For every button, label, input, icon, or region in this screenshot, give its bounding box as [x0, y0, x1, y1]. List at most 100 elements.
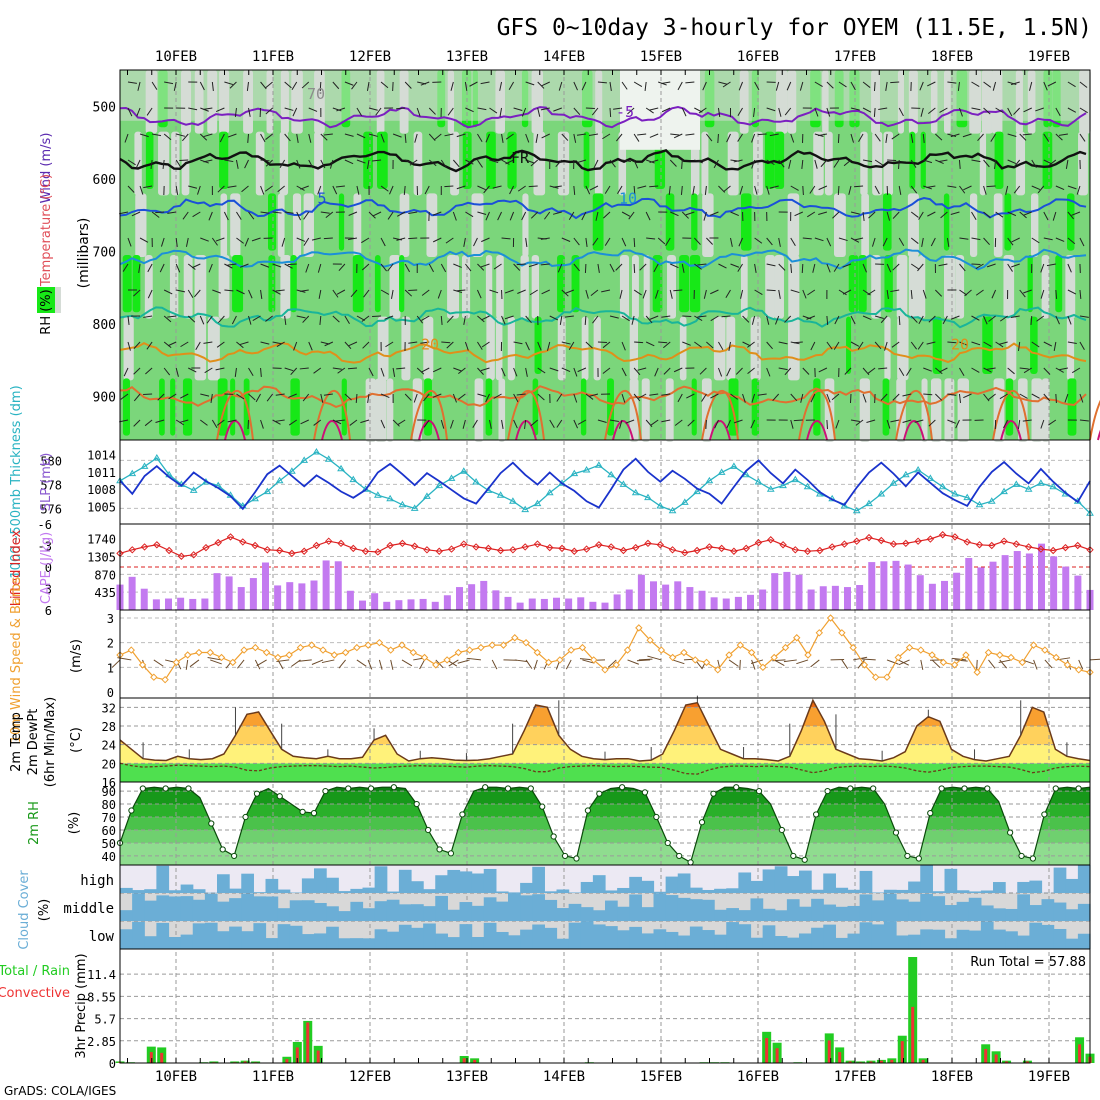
wind-barb [926, 341, 936, 345]
thickness-point [975, 500, 984, 508]
wind-barb [1023, 289, 1032, 294]
cape-bar [1013, 551, 1021, 610]
rh-legend-swatch-dry [55, 287, 61, 313]
wind-barb [633, 289, 642, 296]
wind-barb [975, 289, 984, 296]
wind-barb [721, 315, 731, 318]
wind-barb [361, 263, 370, 271]
wind-barb [235, 159, 239, 169]
cloud-cell [277, 924, 291, 949]
wind-speed-point [262, 648, 271, 657]
wind-barb [335, 185, 345, 188]
wind-barb [661, 419, 671, 423]
wind-barb [1031, 341, 1040, 348]
rh-point [550, 833, 557, 840]
wind-barb [167, 315, 177, 318]
wind-barb [408, 341, 418, 344]
wind-barb [296, 237, 306, 242]
wind-barb-10m [898, 659, 910, 666]
wind-barb [885, 133, 888, 143]
cloud-cell [859, 894, 873, 921]
wind-barb-10m [491, 659, 498, 670]
wind-barb [769, 133, 779, 137]
thickness-point [1037, 479, 1045, 486]
precip-conv-bar [306, 1022, 310, 1063]
wind-barb-10m [857, 659, 865, 669]
cloud-cell [641, 880, 655, 893]
cape-ylabel: CAPE (J/kg) [39, 532, 54, 604]
cloud-cell [702, 930, 715, 949]
wind-barb [1079, 341, 1085, 351]
wind-barb [886, 419, 891, 429]
axis-tick-labels: 5006007008009005765785801005100810111014… [37, 100, 1086, 1071]
wind-barb [1076, 185, 1081, 195]
wind-barb [167, 211, 177, 214]
wind-barb-10m [338, 659, 346, 669]
rh-dry-patch [740, 255, 748, 319]
wind-barb [176, 133, 186, 137]
wind-barb [703, 211, 707, 221]
wind-barb [181, 133, 189, 142]
rh-band [120, 829, 1090, 843]
cloud-cell [374, 929, 388, 949]
wind-barb [692, 185, 695, 195]
rh-dry-patch [859, 378, 870, 442]
rh-dry-patch [533, 131, 546, 196]
cloud-cell [762, 925, 776, 949]
wind-barb [516, 393, 526, 396]
warm-tongue [604, 389, 642, 441]
wind-barb [862, 81, 871, 88]
wind-barb [687, 419, 695, 427]
wind-barb [320, 133, 328, 141]
rh-point [345, 785, 352, 792]
cloud-cell [180, 884, 194, 893]
cloud-cell [750, 937, 764, 949]
wind-barb [176, 289, 186, 293]
wind-barb [549, 367, 559, 372]
wind-barb [530, 419, 539, 427]
wind-barb [633, 263, 636, 274]
lifted-tick: 3 [45, 583, 52, 597]
cloud-cell [823, 873, 836, 893]
rh-point [561, 852, 569, 860]
wind-barb [489, 289, 499, 294]
wind-barb [637, 367, 647, 371]
wind-barb [1065, 159, 1069, 169]
lifted-point [644, 539, 652, 548]
cloud-cell [714, 934, 727, 949]
rh-point [219, 846, 226, 853]
rh-dry-patch [643, 255, 650, 319]
cloud-cell [629, 876, 642, 893]
wind-barb [1010, 315, 1020, 318]
wind-barb [998, 341, 1008, 345]
wind-barb [955, 419, 960, 429]
cloud-cell [1017, 935, 1030, 949]
rh-dry-patch [1041, 378, 1050, 442]
wind-barb [246, 81, 249, 91]
cloud-cell [241, 931, 254, 949]
wind-barb [730, 237, 733, 247]
wind-barb [424, 185, 430, 195]
wind-barb [275, 393, 285, 396]
cape-bar [819, 586, 827, 610]
rh-dry-patch [872, 131, 883, 196]
cape-bar [516, 602, 524, 610]
wind-barb [910, 315, 918, 323]
cloud-cell [883, 889, 897, 893]
thickness-point [951, 490, 959, 497]
rh-point [459, 811, 466, 818]
wind-barb [677, 81, 683, 91]
rh-point [504, 785, 512, 792]
wind-barb [361, 315, 370, 322]
rh-moist-patch [580, 378, 587, 436]
cloud-cell [120, 910, 133, 921]
thickness-point [496, 491, 505, 498]
wind-barb [826, 393, 831, 403]
wind-barb [588, 133, 599, 136]
wind-barb [584, 315, 587, 326]
wind-barb [197, 185, 201, 195]
wind-barb [234, 107, 237, 117]
wind-barb [291, 81, 298, 90]
cloud-cell [980, 905, 994, 921]
cloud-cell [459, 902, 473, 921]
